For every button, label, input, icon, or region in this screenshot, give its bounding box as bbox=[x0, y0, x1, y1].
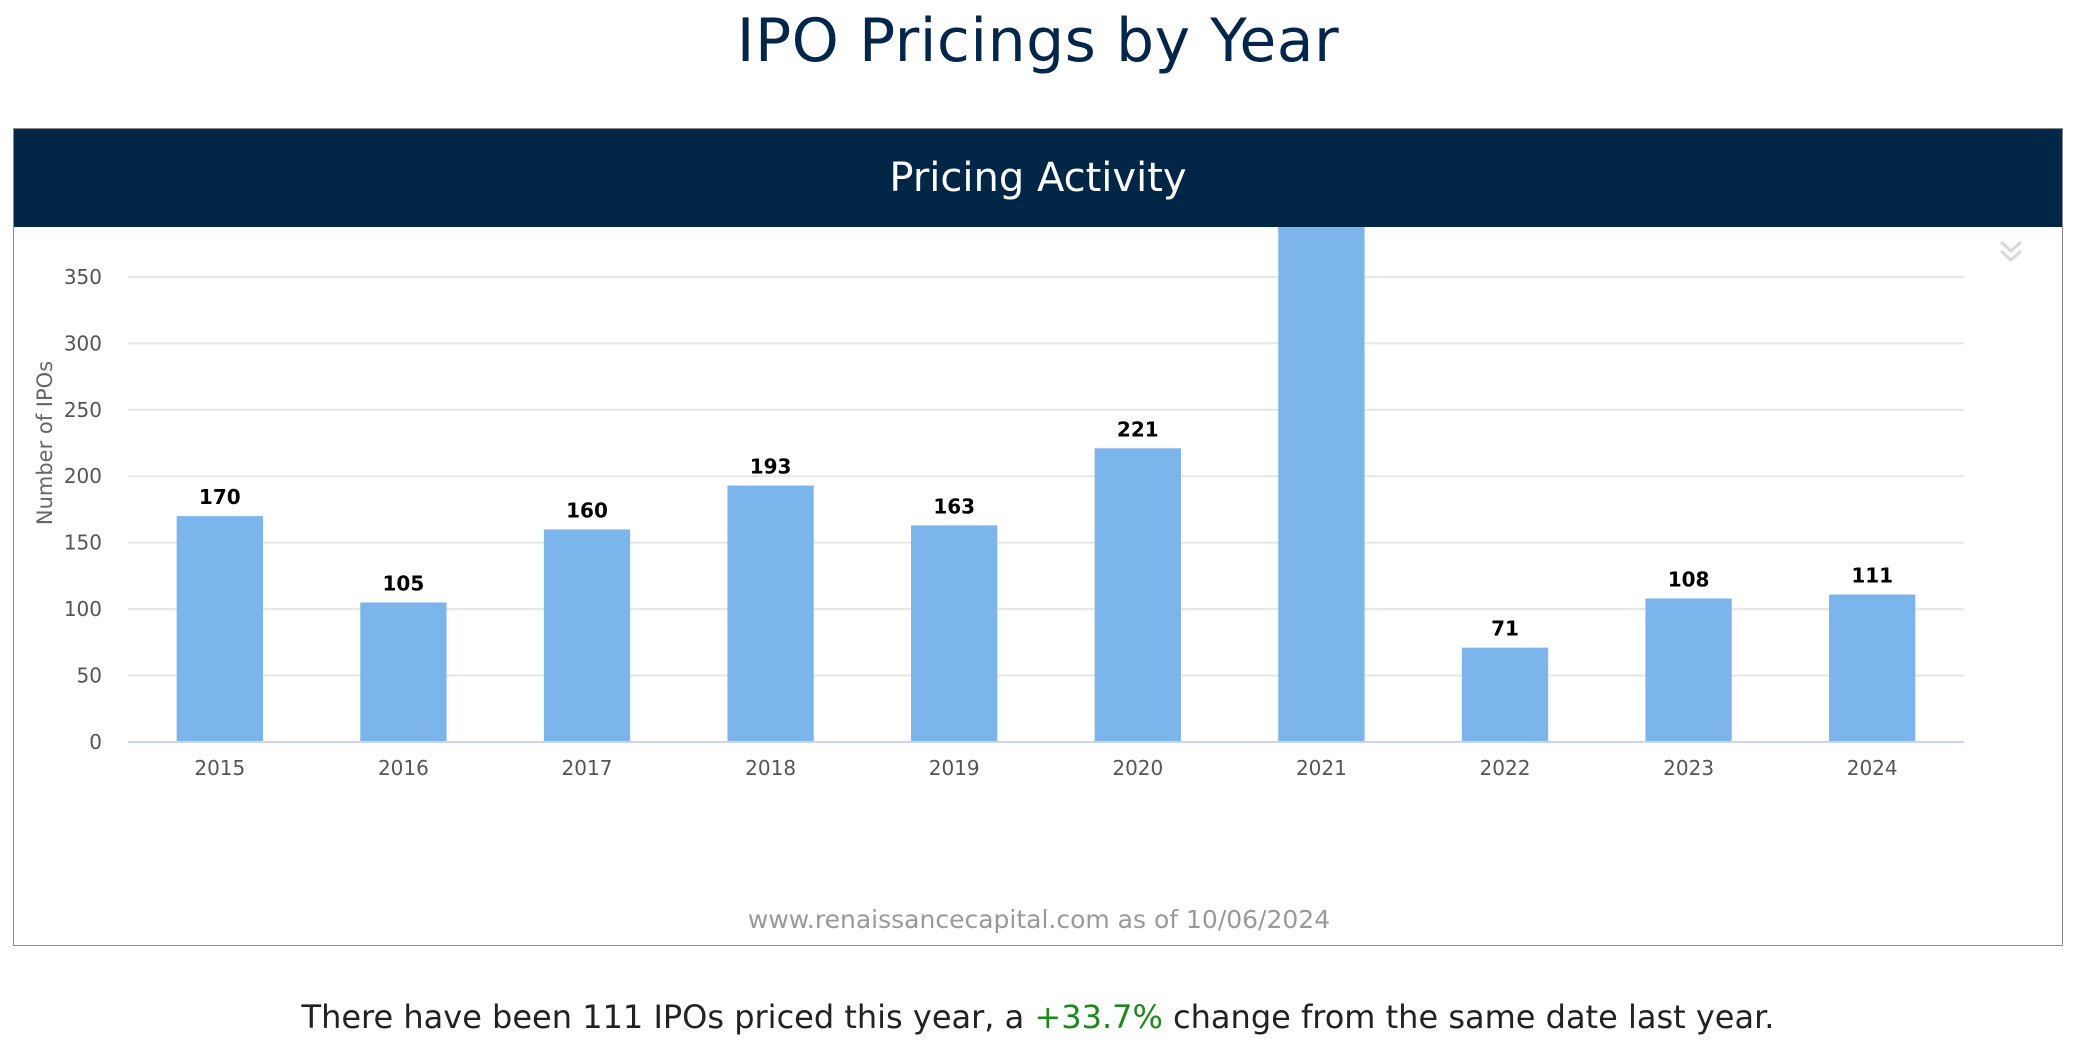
x-tick-label: 2017 bbox=[562, 756, 613, 780]
summary-prefix: There have been 111 IPOs priced this yea… bbox=[301, 998, 1035, 1036]
x-tick-label: 2024 bbox=[1847, 756, 1898, 780]
bar-2023[interactable] bbox=[1645, 598, 1732, 742]
bar-2016[interactable] bbox=[360, 602, 447, 742]
x-tick-label: 2021 bbox=[1296, 756, 1347, 780]
bar-2018[interactable] bbox=[727, 485, 814, 742]
chart-panel: Pricing Activity 05010015020025030035040… bbox=[13, 128, 2063, 946]
bar-2021[interactable] bbox=[1278, 227, 1365, 743]
x-tick-label: 2016 bbox=[378, 756, 429, 780]
x-axis-ticks: 2015 2016 2017 2018 2019 2020 2021 2022 2023 2024 bbox=[194, 756, 1897, 780]
data-label: 193 bbox=[750, 455, 792, 479]
data-label: 160 bbox=[566, 498, 608, 522]
x-tick-label: 2023 bbox=[1663, 756, 1714, 780]
x-tick-label: 2022 bbox=[1480, 756, 1531, 780]
x-tick-label: 2018 bbox=[745, 756, 796, 780]
data-label: 163 bbox=[933, 494, 975, 518]
bar-2019[interactable] bbox=[911, 525, 998, 742]
y-axis-title: Number of IPOs bbox=[33, 361, 57, 525]
data-label: 111 bbox=[1851, 563, 1893, 587]
summary-suffix: change from the same date last year. bbox=[1162, 998, 1775, 1036]
bar-2020[interactable] bbox=[1094, 448, 1181, 742]
data-label: 71 bbox=[1491, 617, 1519, 641]
y-tick-label: 350 bbox=[64, 265, 102, 289]
bar-chart: 050100150200250300350400450 170105160193… bbox=[33, 227, 1964, 934]
data-label: 105 bbox=[383, 571, 425, 595]
data-labels: 17010516019316322139771108111 bbox=[199, 417, 1893, 641]
chart-credit[interactable]: www.renaissancecapital.com as of 10/06/2… bbox=[748, 905, 1330, 934]
bar-2022[interactable] bbox=[1461, 647, 1549, 742]
y-tick-label: 200 bbox=[64, 464, 102, 488]
bar-2024[interactable] bbox=[1829, 594, 1916, 742]
y-tick-label: 0 bbox=[89, 730, 102, 754]
y-tick-label: 150 bbox=[64, 531, 102, 555]
data-label: 221 bbox=[1117, 417, 1159, 441]
summary-text: There have been 111 IPOs priced this yea… bbox=[0, 998, 2076, 1036]
y-tick-label: 300 bbox=[64, 331, 102, 355]
page-title: IPO Pricings by Year bbox=[736, 6, 1340, 76]
data-label: 108 bbox=[1668, 567, 1710, 591]
bar-2017[interactable] bbox=[543, 529, 631, 742]
y-tick-label: 50 bbox=[77, 664, 102, 688]
x-tick-label: 2020 bbox=[1112, 756, 1163, 780]
x-tick-label: 2015 bbox=[194, 756, 245, 780]
panel-header: Pricing Activity bbox=[14, 129, 2062, 227]
y-tick-label: 250 bbox=[64, 398, 102, 422]
double-chevron-down-icon[interactable] bbox=[1996, 237, 2026, 267]
y-tick-label: 100 bbox=[64, 597, 102, 621]
data-label: 170 bbox=[199, 485, 241, 509]
x-tick-label: 2019 bbox=[929, 756, 980, 780]
summary-change: +33.7% bbox=[1034, 998, 1163, 1036]
bars bbox=[176, 227, 1916, 743]
bar-2015[interactable] bbox=[176, 516, 263, 742]
y-axis-ticks: 050100150200250300350400450 bbox=[64, 265, 102, 754]
